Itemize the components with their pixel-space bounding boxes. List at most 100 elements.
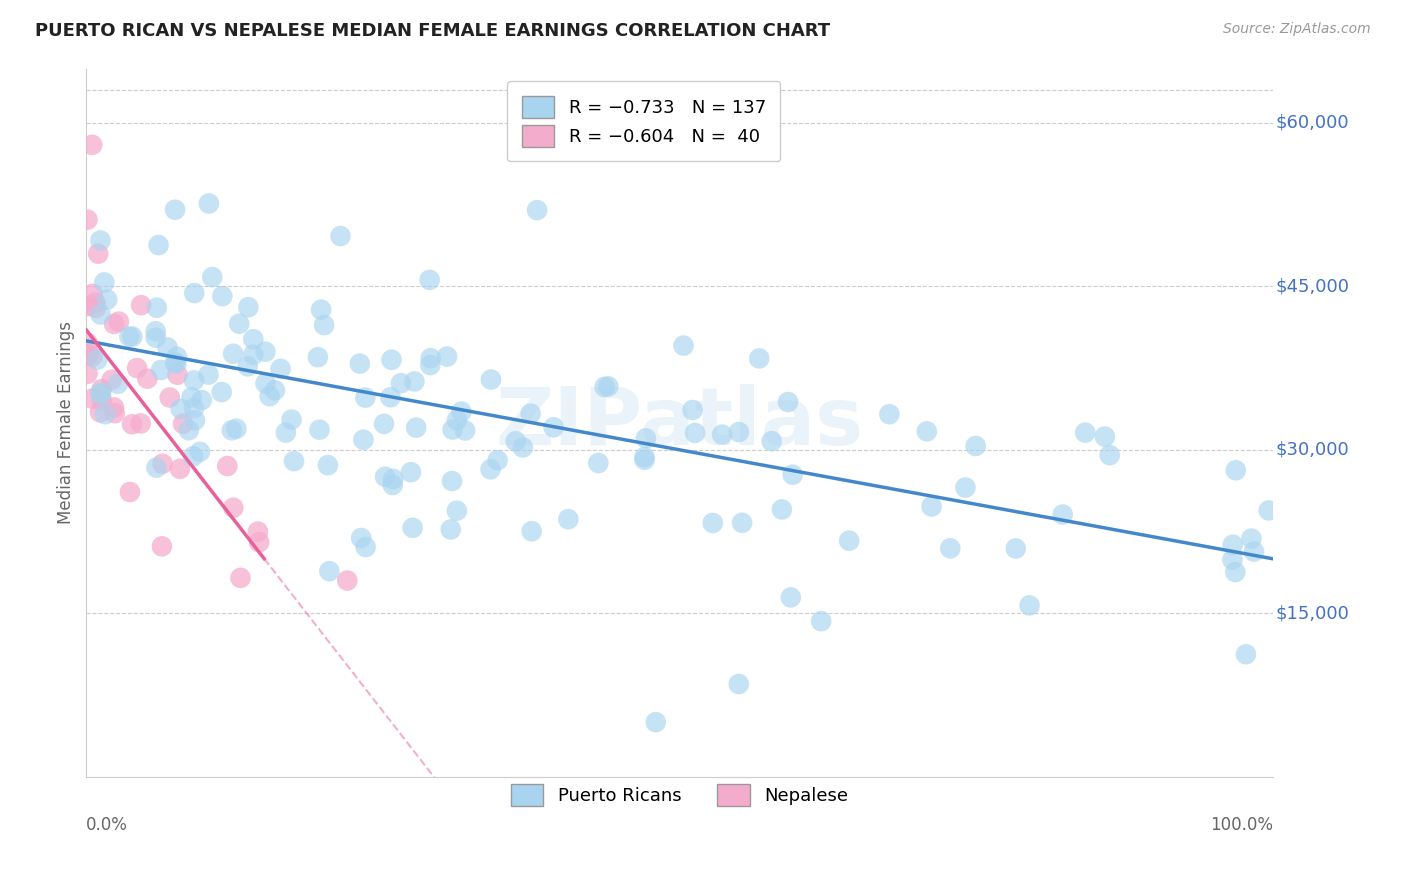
Point <box>121 329 143 343</box>
Point <box>761 434 783 449</box>
Point <box>446 504 468 518</box>
Point <box>93 276 115 290</box>
Point <box>939 541 962 556</box>
Point <box>145 301 167 315</box>
Point <box>682 403 704 417</box>
Point <box>238 300 260 314</box>
Point <box>165 356 187 370</box>
Point <box>84 295 107 310</box>
Point <box>184 413 207 427</box>
Point <box>183 286 205 301</box>
Point <box>89 234 111 248</box>
Point <box>90 382 112 396</box>
Point <box>879 407 901 421</box>
Point <box>588 456 610 470</box>
Point <box>1243 544 1265 558</box>
Point <box>307 350 329 364</box>
Point <box>1074 425 1097 440</box>
Point <box>779 591 801 605</box>
Point <box>217 458 239 473</box>
Point <box>965 439 987 453</box>
Point <box>166 368 188 382</box>
Point <box>519 407 541 421</box>
Point <box>380 352 402 367</box>
Point <box>82 137 104 152</box>
Point <box>259 389 281 403</box>
Point <box>921 500 943 514</box>
Point <box>354 391 377 405</box>
Point <box>402 521 425 535</box>
Text: Source: ZipAtlas.com: Source: ZipAtlas.com <box>1223 22 1371 37</box>
Point <box>1018 599 1040 613</box>
Text: 100.0%: 100.0% <box>1209 815 1272 833</box>
Point <box>169 401 191 416</box>
Point <box>1222 538 1244 552</box>
Point <box>479 462 502 476</box>
Point <box>145 331 167 345</box>
Point <box>76 212 98 227</box>
Point <box>1225 463 1247 477</box>
Point <box>159 391 181 405</box>
Point <box>229 571 252 585</box>
Point <box>634 431 657 445</box>
Point <box>108 315 131 329</box>
Point <box>94 407 117 421</box>
Point <box>329 229 352 244</box>
Point <box>82 350 104 364</box>
Point <box>242 332 264 346</box>
Point <box>145 460 167 475</box>
Point <box>221 423 243 437</box>
Point <box>1004 541 1026 556</box>
Point <box>183 373 205 387</box>
Point <box>350 531 373 545</box>
Point <box>190 393 212 408</box>
Point <box>633 452 655 467</box>
Point <box>165 202 187 217</box>
Point <box>520 524 543 539</box>
Point <box>90 387 112 401</box>
Point <box>810 614 832 628</box>
Point <box>283 454 305 468</box>
Point <box>118 329 141 343</box>
Point <box>405 420 427 434</box>
Point <box>76 335 98 350</box>
Point <box>349 357 371 371</box>
Point <box>955 481 977 495</box>
Point <box>107 376 129 391</box>
Point <box>172 417 194 431</box>
Point <box>309 302 332 317</box>
Point <box>197 368 219 382</box>
Point <box>318 564 340 578</box>
Point <box>77 347 100 361</box>
Text: $60,000: $60,000 <box>1275 114 1348 132</box>
Point <box>145 324 167 338</box>
Point <box>316 458 339 473</box>
Point <box>247 535 270 549</box>
Point <box>225 422 247 436</box>
Point <box>129 417 152 431</box>
Point <box>727 677 749 691</box>
Point <box>1234 647 1257 661</box>
Point <box>598 379 620 393</box>
Point <box>181 450 204 464</box>
Point <box>129 298 152 312</box>
Point <box>915 425 938 439</box>
Point <box>419 358 441 372</box>
Point <box>441 423 464 437</box>
Point <box>314 318 336 332</box>
Point <box>76 348 98 362</box>
Point <box>644 715 666 730</box>
Point <box>82 286 104 301</box>
Point <box>380 390 402 404</box>
Point <box>782 467 804 482</box>
Point <box>352 433 374 447</box>
Text: ZIPatlas: ZIPatlas <box>495 384 863 461</box>
Y-axis label: Median Female Earnings: Median Female Earnings <box>58 321 75 524</box>
Point <box>1240 532 1263 546</box>
Point <box>177 423 200 437</box>
Point <box>84 301 107 315</box>
Point <box>382 472 405 486</box>
Point <box>436 350 458 364</box>
Point <box>118 485 141 500</box>
Point <box>702 516 724 530</box>
